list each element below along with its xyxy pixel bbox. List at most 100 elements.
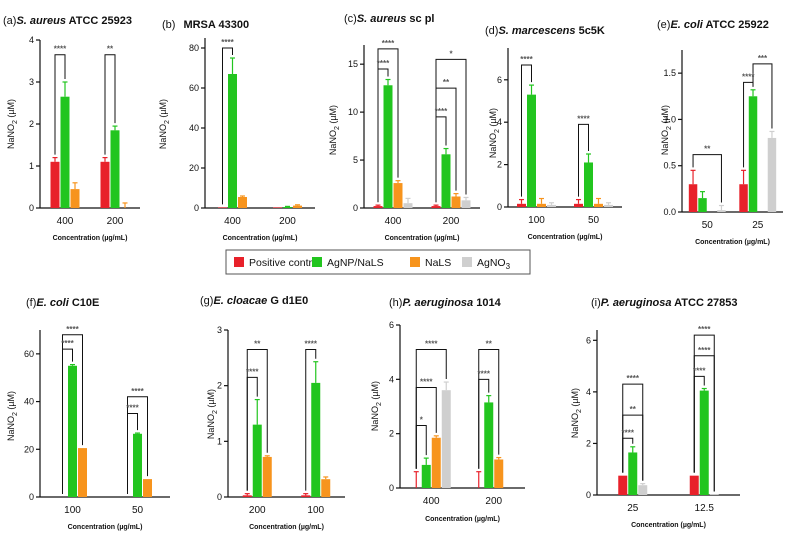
y-label-main: NaNO: [370, 406, 380, 431]
y-label-subscript: 2: [334, 126, 341, 130]
significance-bracket: [62, 348, 73, 494]
y-label-unit: (µM): [328, 105, 338, 126]
y-tick-label: 3: [217, 325, 222, 335]
significance-stars: **: [254, 339, 261, 348]
significance-stars: ****: [425, 339, 438, 348]
bar-nals: [262, 456, 272, 497]
y-label-main: NaNO: [660, 130, 670, 155]
panel-title: (e)E. coli ATCC 25922: [657, 19, 769, 31]
significance-bracket: [478, 378, 490, 469]
significance-stars: ***: [758, 54, 768, 63]
significance-bracket: [377, 68, 389, 203]
y-tick-label: 2: [217, 381, 222, 391]
bar-nals: [393, 183, 403, 208]
legend-swatch: [462, 257, 472, 267]
y-label-subscript: 2: [576, 409, 583, 413]
panel-title: (c)S. aureus sc pl: [344, 13, 434, 25]
y-tick-label: 20: [189, 163, 199, 173]
species-name: E. cloacae: [213, 295, 267, 307]
significance-stars: ****: [627, 374, 640, 383]
legend-item: NaLS: [410, 257, 451, 269]
bar-nals: [143, 479, 152, 497]
bar-agno3: [717, 210, 726, 212]
y-tick-label: 0: [29, 492, 34, 502]
x-axis-label: Concentration (µg/mL): [223, 235, 298, 242]
y-tick-label: 60: [189, 83, 199, 93]
panel-title: (i)P. aeruginosa ATCC 27853: [591, 297, 738, 309]
y-tick-label: 6: [497, 75, 502, 85]
bar-agnp-nals: [68, 365, 77, 497]
y-tick-label: 40: [24, 397, 34, 407]
panel-label: (h): [389, 297, 402, 309]
y-label-subscript: 2: [212, 410, 219, 414]
bar-agnp-nals: [110, 130, 120, 208]
y-label-main: NaNO: [6, 124, 16, 149]
bar-agnp-nals: [699, 390, 709, 495]
bar-agnp-nals: [748, 96, 758, 212]
x-axis-label: Concentration (µg/mL): [695, 239, 770, 246]
strain-name: ATCC 27853: [672, 297, 738, 309]
x-tick-label: 200: [279, 216, 296, 227]
significance-bracket: [415, 425, 427, 469]
bar-agno3: [547, 204, 556, 207]
species-name: P. aeruginosa: [601, 297, 672, 309]
significance-stars: ****: [478, 369, 491, 378]
x-tick-label: 25: [752, 220, 764, 231]
significance-stars: ****: [126, 404, 139, 413]
bar-agnp-nals: [484, 402, 494, 488]
significance-bracket: [127, 413, 138, 494]
legend-label: AgNO3: [477, 257, 511, 271]
bar-positive-control: [517, 203, 526, 207]
x-tick-label: 100: [528, 215, 545, 226]
significance-stars: ****: [622, 428, 635, 437]
panel-label: (a): [3, 15, 16, 27]
x-axis-label: Concentration (µg/mL): [425, 516, 500, 523]
y-tick-label: 4: [586, 387, 591, 397]
bar-agno3: [709, 494, 719, 495]
bar-nals: [431, 437, 441, 488]
significance-stars: ****: [221, 38, 234, 47]
bar-agnp-nals: [584, 162, 593, 207]
panel-label: (g): [200, 295, 213, 307]
species-name: P. aeruginosa: [402, 297, 473, 309]
x-tick-label: 25: [627, 503, 639, 514]
strain-name: 1014: [473, 297, 501, 309]
strain-name: sc pl: [406, 13, 434, 25]
y-axis-label: NaNO2 (µM): [488, 108, 501, 158]
y-tick-label: 5: [353, 155, 358, 165]
y-axis-label: NaNO2 (µM): [158, 99, 171, 149]
significance-stars: ****: [693, 366, 706, 375]
bar-agnp-nals: [60, 96, 70, 208]
bar-agno3: [441, 390, 451, 488]
panel-label: (d): [485, 25, 498, 37]
y-tick-label: 1: [217, 436, 222, 446]
bar-positive-control: [100, 161, 110, 208]
y-tick-label: 0: [29, 203, 34, 213]
species-name: E. coli: [670, 19, 703, 31]
y-label-subscript: 2: [12, 120, 19, 124]
bar-nals: [238, 197, 247, 208]
significance-stars: *: [420, 416, 424, 425]
species-name: E. coli: [36, 297, 69, 309]
significance-bracket: [622, 437, 634, 473]
bar-nals: [494, 459, 504, 488]
y-tick-label: 2: [497, 160, 502, 170]
x-tick-label: 200: [485, 496, 502, 507]
y-tick-label: 2: [29, 119, 34, 129]
y-tick-label: 1.0: [663, 114, 676, 124]
y-tick-label: 40: [189, 123, 199, 133]
bar-agnp-nals: [698, 198, 707, 212]
legend-item: Positive control: [234, 257, 320, 269]
y-label-unit: (µM): [570, 388, 580, 409]
x-tick-label: 400: [423, 496, 440, 507]
legend-swatch: [312, 257, 322, 267]
bar-positive-control: [431, 206, 441, 208]
y-tick-label: 3: [29, 77, 34, 87]
bar-positive-control: [50, 161, 60, 208]
strain-name: MRSA 43300: [183, 19, 249, 31]
significance-stars: *: [449, 49, 453, 58]
y-label-subscript: 2: [494, 129, 501, 133]
legend-swatch: [410, 257, 420, 267]
y-label-main: NaNO: [328, 130, 338, 155]
